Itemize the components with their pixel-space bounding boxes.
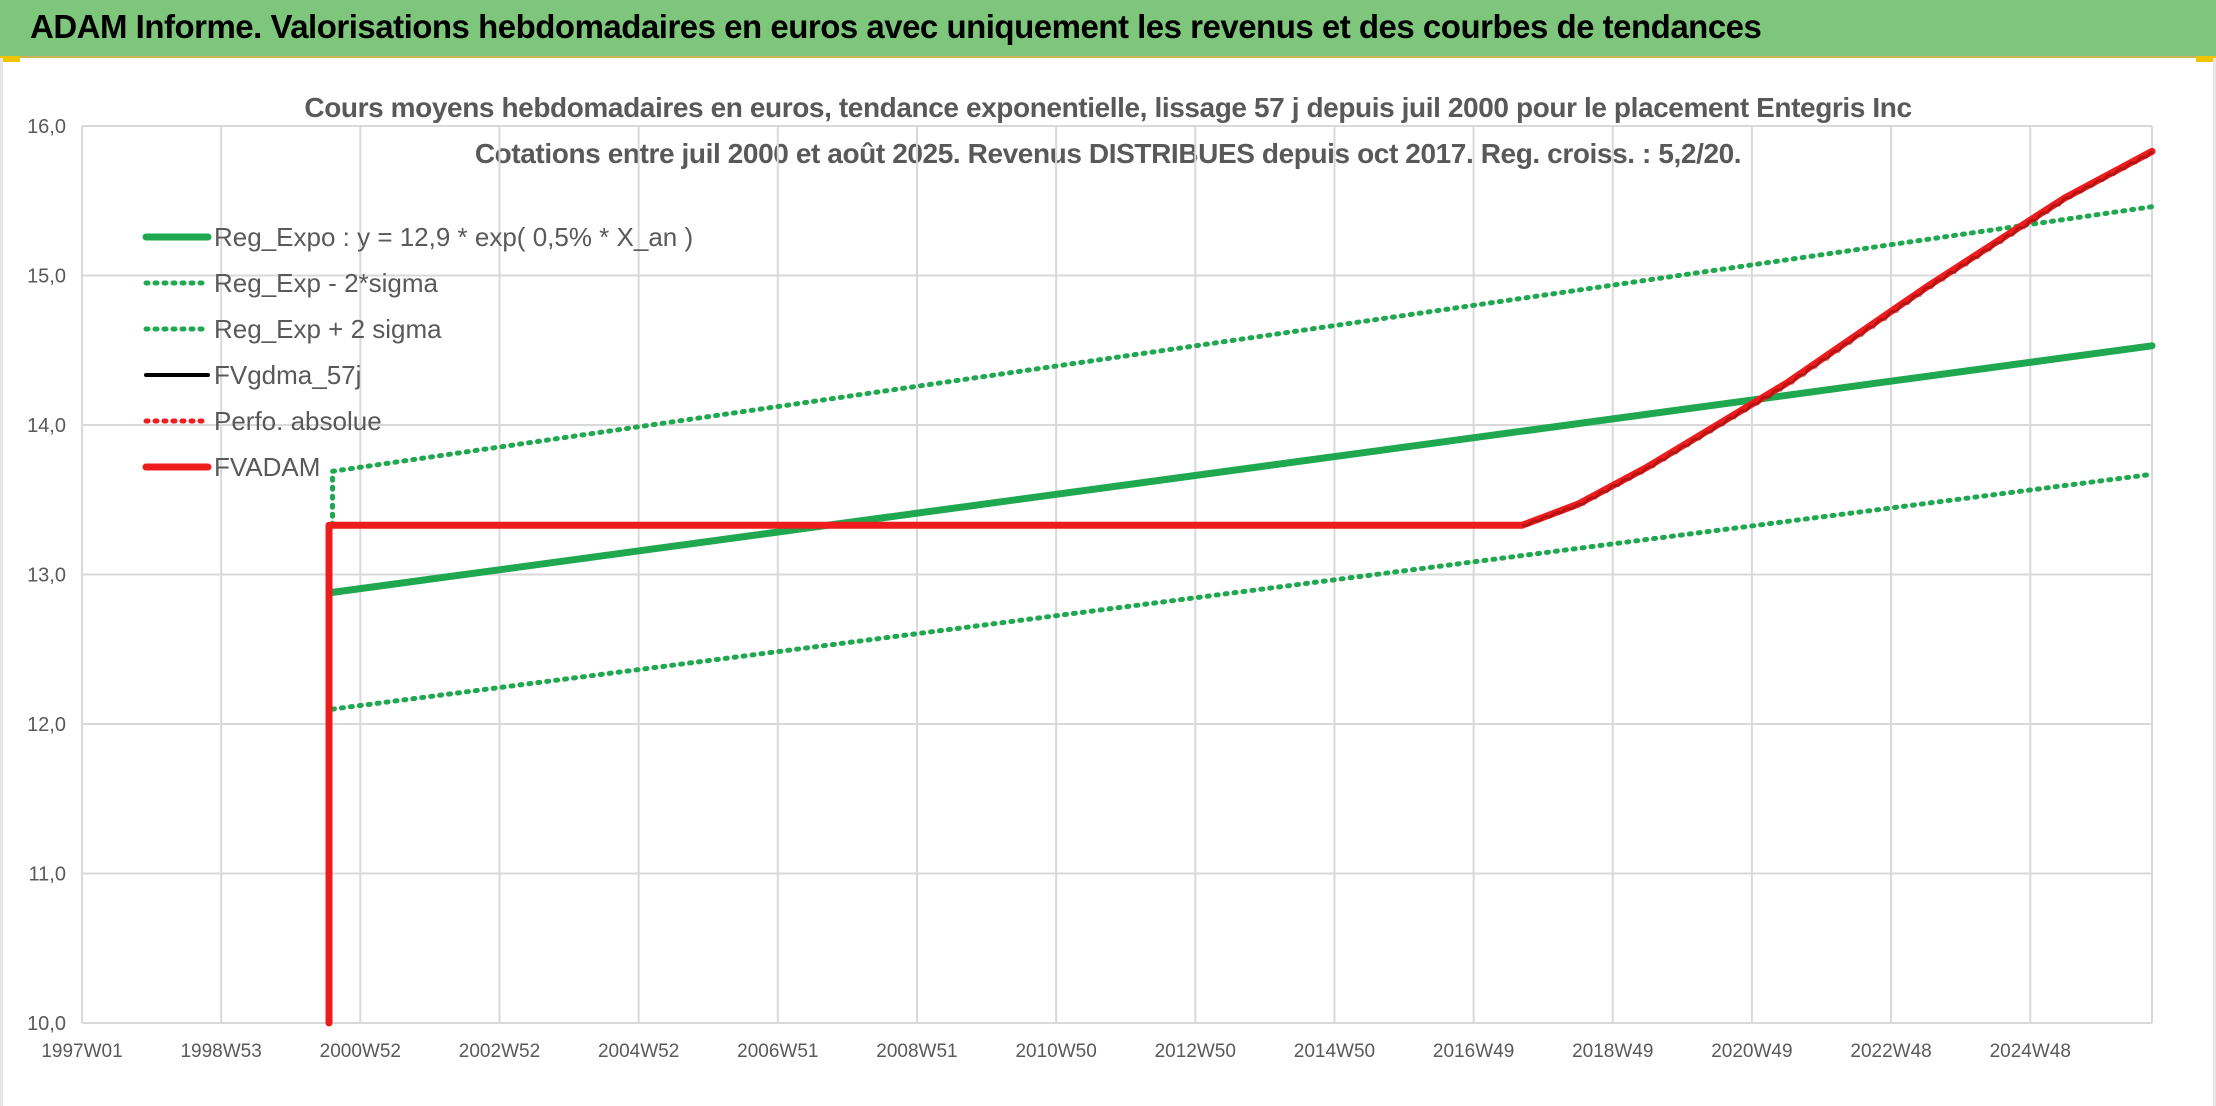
y-tick-label: 12,0 xyxy=(27,714,66,736)
report-banner: ADAM Informe. Valorisations hebdomadaire… xyxy=(0,0,2216,58)
x-tick-label: 2002W52 xyxy=(459,1041,540,1062)
x-tick-label: 1998W53 xyxy=(180,1041,261,1062)
legend-label: Perfo. absolue xyxy=(214,406,382,436)
x-tick-label: 1997W01 xyxy=(41,1041,122,1062)
legend-label: Reg_Exp - 2*sigma xyxy=(214,268,439,298)
report-title: ADAM Informe. Valorisations hebdomadaire… xyxy=(30,8,1762,45)
y-tick-label: 11,0 xyxy=(29,864,66,886)
x-tick-label: 2000W52 xyxy=(320,1041,401,1062)
x-tick-label: 2004W52 xyxy=(598,1041,679,1062)
x-tick-label: 2010W50 xyxy=(1015,1041,1096,1062)
corner-marker-right xyxy=(2196,56,2216,62)
x-tick-label: 2016W49 xyxy=(1433,1041,1514,1062)
series-line-regexp xyxy=(330,471,2155,712)
legend-label: FVADAM xyxy=(214,452,320,482)
y-tick-label: 16,0 xyxy=(27,116,66,138)
series-line-regexpo xyxy=(329,342,2156,596)
legend-label: Reg_Expo : y = 12,9 * exp( 0,5% * X_an ) xyxy=(214,222,693,252)
y-tick-label: 13,0 xyxy=(27,565,66,587)
fvadam-step-texture xyxy=(1522,150,2154,527)
x-tick-label: 2008W51 xyxy=(876,1041,957,1062)
x-tick-label: 2024W48 xyxy=(1990,1041,2071,1062)
x-tick-label: 2020W49 xyxy=(1711,1041,1792,1062)
x-tick-label: 2006W51 xyxy=(737,1041,818,1062)
chart-title: Cours moyens hebdomadaires en euros, ten… xyxy=(304,92,1912,123)
corner-marker-left xyxy=(0,56,20,62)
series-line-regexp xyxy=(330,204,2155,528)
series-line-fvadam xyxy=(325,147,2156,1027)
x-tick-label: 2022W48 xyxy=(1850,1041,1931,1062)
x-tick-label: 2014W50 xyxy=(1294,1041,1375,1062)
x-tick-label: 2018W49 xyxy=(1572,1041,1653,1062)
legend-label: Reg_Exp + 2 sigma xyxy=(214,314,442,344)
x-tick-label: 2012W50 xyxy=(1155,1041,1236,1062)
y-tick-label: 14,0 xyxy=(27,415,66,437)
chart-frame xyxy=(0,58,2216,1106)
legend-label: FVgdma_57j xyxy=(214,360,361,390)
chart-subtitle: Cotations entre juil 2000 et août 2025. … xyxy=(474,138,1742,169)
y-tick-label: 15,0 xyxy=(27,266,66,288)
y-tick-label: 10,0 xyxy=(27,1013,66,1035)
